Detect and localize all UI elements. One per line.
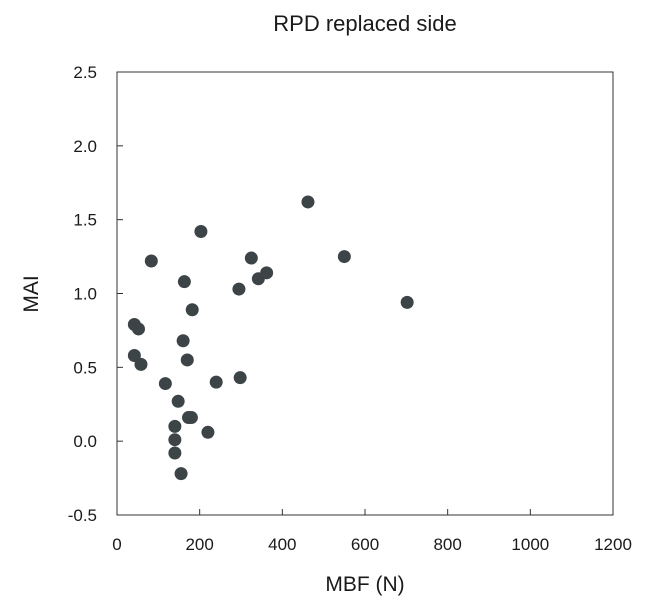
data-point <box>144 254 158 268</box>
data-point <box>337 250 351 264</box>
data-point <box>168 419 182 433</box>
data-points <box>127 195 414 481</box>
data-point <box>131 322 145 336</box>
data-point <box>244 251 258 265</box>
x-tick-label: 0 <box>112 535 121 554</box>
data-point <box>232 282 246 296</box>
data-point <box>209 375 223 389</box>
plot-area-frame <box>116 71 614 516</box>
data-point <box>168 446 182 460</box>
y-tick-label: 1.0 <box>73 285 97 304</box>
data-point <box>201 425 215 439</box>
data-point <box>184 411 198 425</box>
y-tick-label: 2.5 <box>73 63 97 82</box>
y-tick-label: 1.5 <box>73 211 97 230</box>
data-point <box>301 195 315 209</box>
x-axis: 0 200 400 600 800 1000 1200 <box>112 509 632 554</box>
data-point <box>158 377 172 391</box>
x-tick-label: 1000 <box>511 535 549 554</box>
y-tick-label: -0.5 <box>68 506 97 525</box>
data-point <box>168 433 182 447</box>
x-tick-label: 600 <box>351 535 379 554</box>
x-tick-label: 800 <box>433 535 461 554</box>
chart-title: RPD replaced side <box>273 11 456 36</box>
data-point <box>194 224 208 238</box>
data-point <box>233 371 247 385</box>
data-point <box>176 334 190 348</box>
x-tick-label: 1200 <box>594 535 632 554</box>
data-point <box>185 303 199 317</box>
data-point <box>134 357 148 371</box>
y-tick-label: 0.0 <box>73 432 97 451</box>
data-point <box>127 349 141 363</box>
x-tick-label: 400 <box>268 535 296 554</box>
y-tick-label: 2.0 <box>73 137 97 156</box>
data-point <box>174 467 188 481</box>
y-axis-title: MAI <box>20 275 43 312</box>
x-tick-label: 200 <box>185 535 213 554</box>
x-axis-title: MBF (N) <box>325 573 404 596</box>
data-point <box>400 295 414 309</box>
data-point <box>260 266 274 280</box>
y-axis: -0.5 0.0 0.5 1.0 1.5 2.0 2.5 <box>68 63 123 525</box>
data-point <box>180 353 194 367</box>
data-point <box>177 275 191 289</box>
data-point <box>171 394 185 408</box>
y-tick-label: 0.5 <box>73 358 97 377</box>
